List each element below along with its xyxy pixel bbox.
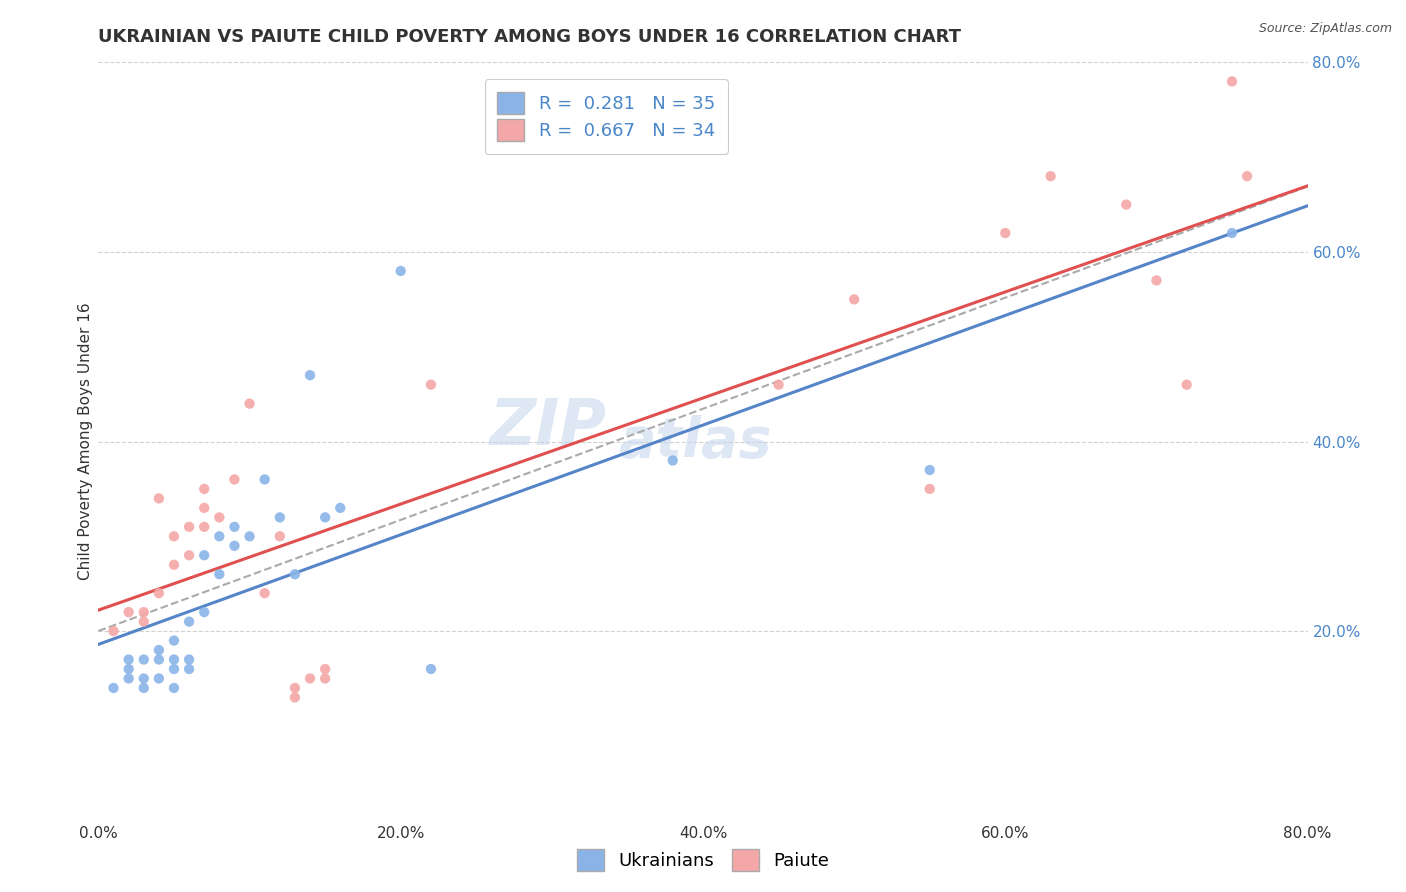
Point (163, 633, 186, 648)
Point (299, 672, 322, 686)
Point (1115, 197, 1137, 211)
Point (1039, 169, 1062, 184)
Point (179, 652, 201, 666)
Point (193, 548, 215, 563)
Point (329, 500, 352, 515)
Text: ZIP: ZIP (489, 395, 606, 458)
Point (163, 652, 186, 666)
Text: Source: ZipAtlas.com: Source: ZipAtlas.com (1258, 22, 1392, 36)
Point (118, 605, 141, 619)
Point (389, 264, 412, 278)
Point (420, 662, 443, 676)
Point (239, 529, 262, 543)
Point (224, 520, 246, 534)
Point (163, 681, 186, 695)
Point (1220, 226, 1243, 240)
Point (314, 662, 336, 676)
Point (193, 500, 215, 515)
Point (269, 510, 291, 524)
Point (224, 539, 246, 553)
Point (208, 529, 231, 543)
Point (193, 605, 215, 619)
Point (918, 482, 941, 496)
Point (208, 510, 231, 524)
Point (239, 396, 262, 410)
Point (193, 520, 215, 534)
Point (420, 377, 443, 392)
Point (284, 681, 307, 695)
Point (118, 662, 141, 676)
Text: atlas: atlas (619, 415, 772, 468)
Text: UKRAINIAN VS PAIUTE CHILD POVERTY AMONG BOYS UNDER 16 CORRELATION CHART: UKRAINIAN VS PAIUTE CHILD POVERTY AMONG … (98, 28, 962, 45)
Point (1144, 273, 1167, 287)
Point (253, 586, 276, 600)
Point (253, 473, 276, 487)
Point (132, 605, 155, 619)
Point (179, 615, 201, 629)
Point (314, 672, 336, 686)
Point (132, 615, 155, 629)
Point (269, 529, 291, 543)
Point (118, 672, 141, 686)
Point (118, 652, 141, 666)
Point (224, 473, 246, 487)
Legend: Ukrainians, Paiute: Ukrainians, Paiute (569, 842, 837, 879)
Point (661, 453, 683, 467)
Point (148, 643, 170, 657)
Point (1175, 377, 1198, 392)
Point (132, 681, 155, 695)
Y-axis label: Child Poverty Among Boys Under 16: Child Poverty Among Boys Under 16 (77, 302, 93, 581)
Point (768, 377, 790, 392)
Point (103, 681, 125, 695)
Point (918, 463, 941, 477)
Point (148, 491, 170, 506)
Point (103, 624, 125, 639)
Point (148, 672, 170, 686)
Point (299, 368, 322, 383)
Point (148, 652, 170, 666)
Point (193, 482, 215, 496)
Point (208, 567, 231, 582)
Point (1220, 74, 1243, 88)
Point (148, 586, 170, 600)
Point (1236, 169, 1258, 184)
Point (179, 662, 201, 676)
Point (284, 690, 307, 705)
Point (844, 293, 866, 307)
Point (163, 558, 186, 572)
Point (284, 567, 307, 582)
Point (132, 672, 155, 686)
Point (179, 548, 201, 563)
Point (179, 520, 201, 534)
Point (163, 529, 186, 543)
Point (314, 510, 336, 524)
Legend: R =  0.281   N = 35, R =  0.667   N = 34: R = 0.281 N = 35, R = 0.667 N = 34 (485, 79, 728, 153)
Point (132, 652, 155, 666)
Point (163, 662, 186, 676)
Point (994, 226, 1017, 240)
